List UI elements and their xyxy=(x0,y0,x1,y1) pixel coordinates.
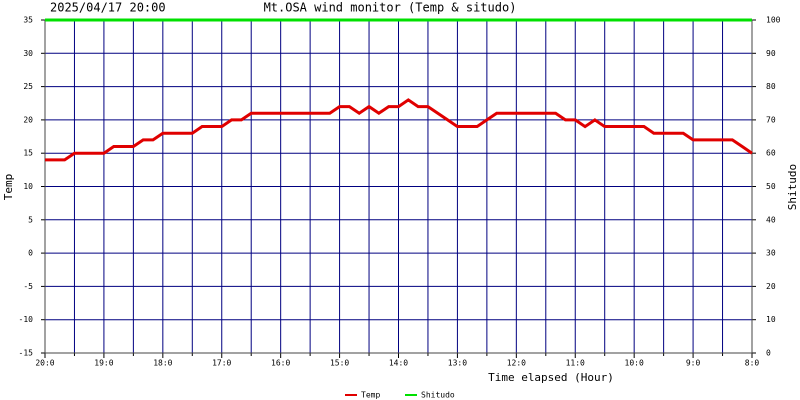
x-tick-label: 11:0 xyxy=(566,359,585,368)
x-axis-label: Time elapsed (Hour) xyxy=(488,371,614,384)
x-tick-label: 10:0 xyxy=(625,359,644,368)
y2-tick-label: 40 xyxy=(766,215,776,224)
x-tick-label: 13:0 xyxy=(448,359,467,368)
chart-subtitle: 2025/04/17 20:00 xyxy=(50,1,166,15)
x-tick-label: 17:0 xyxy=(212,359,231,368)
y2-tick-label: 70 xyxy=(766,115,776,124)
y-tick-label: 30 xyxy=(23,49,33,58)
y-tick-label: 25 xyxy=(23,82,33,91)
x-tick-label: 14:0 xyxy=(389,359,408,368)
x-tick-label: 20:0 xyxy=(35,359,54,368)
y2-tick-label: 90 xyxy=(766,49,776,58)
y2-tick-label: 30 xyxy=(766,249,776,258)
x-tick-label: 18:0 xyxy=(153,359,172,368)
y-tick-label: -10 xyxy=(19,315,34,324)
y-tick-label: 15 xyxy=(23,149,33,158)
chart-title: Mt.OSA wind monitor (Temp & situdo) xyxy=(264,1,517,15)
legend-label: Temp xyxy=(361,391,380,400)
x-tick-label: 15:0 xyxy=(330,359,349,368)
x-tick-label: 19:0 xyxy=(94,359,113,368)
y-tick-label: -5 xyxy=(23,282,33,291)
x-tick-label: 8:0 xyxy=(745,359,760,368)
y2-tick-label: 10 xyxy=(766,315,776,324)
series-line xyxy=(45,98,753,162)
y-tick-label: -15 xyxy=(19,349,34,358)
x-tick-label: 9:0 xyxy=(686,359,701,368)
y2-tick-label: 0 xyxy=(766,349,771,358)
y2-tick-label: 60 xyxy=(766,149,776,158)
y-tick-label: 10 xyxy=(23,182,33,191)
y-tick-label: 0 xyxy=(28,249,33,258)
y-axis-label: Temp xyxy=(2,174,15,201)
y2-tick-label: 80 xyxy=(766,82,776,91)
y2-tick-label: 20 xyxy=(766,282,776,291)
y-tick-label: 35 xyxy=(23,16,33,25)
y2-tick-label: 100 xyxy=(766,16,781,25)
legend-label: Shitudo xyxy=(421,391,455,400)
x-tick-label: 16:0 xyxy=(271,359,290,368)
y2-tick-label: 50 xyxy=(766,182,776,191)
x-tick-label: 12:0 xyxy=(507,359,526,368)
y2-axis-label: Shitudo xyxy=(786,164,799,210)
y-tick-label: 20 xyxy=(23,115,33,124)
y-tick-label: 5 xyxy=(28,215,33,224)
